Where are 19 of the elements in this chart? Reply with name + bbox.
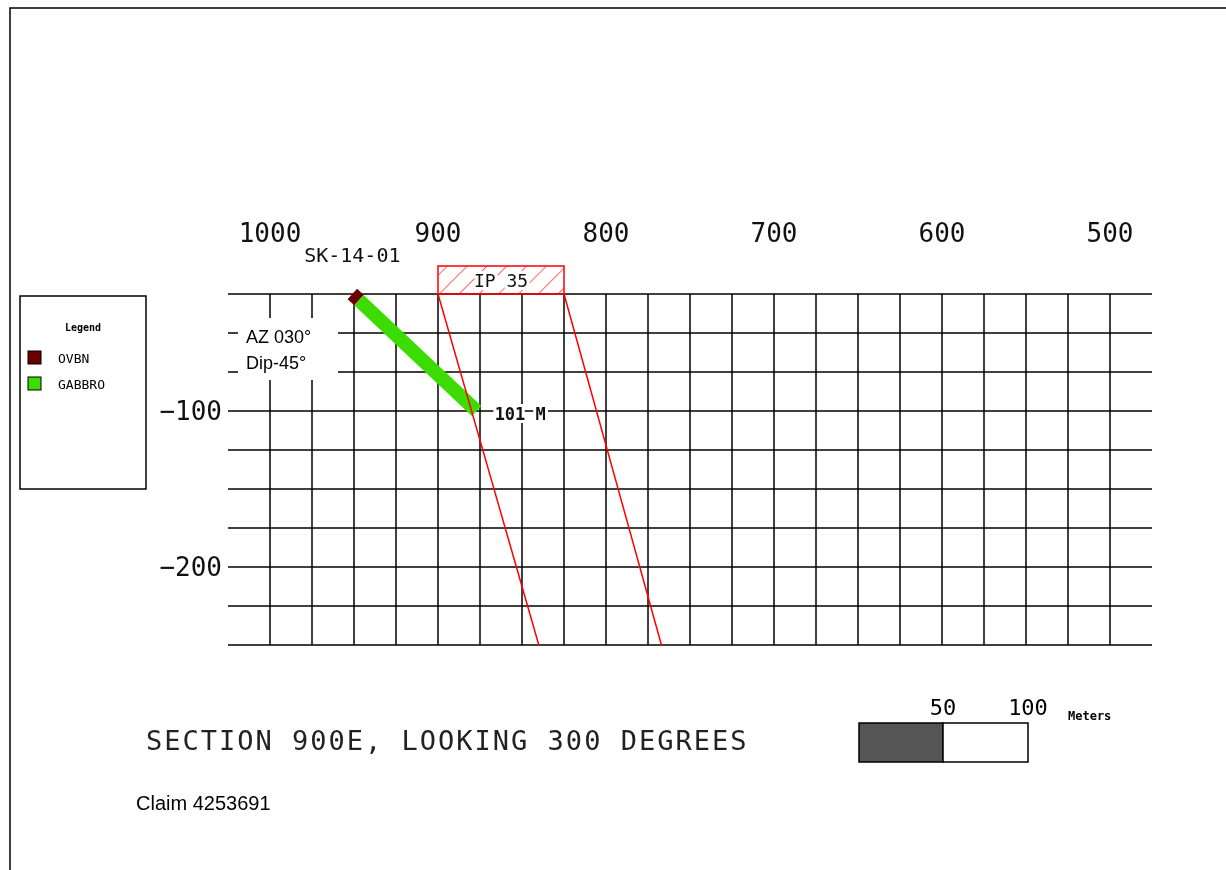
annotation: Dip-45° [246,353,307,373]
text: 50 [929,695,957,720]
text: Meters [1068,709,1112,723]
legend-label: OVBN [58,350,90,366]
x-tick-label: 900 [414,218,462,248]
x-tick-label: 800 [582,218,630,248]
y-tick-label: −100 [159,396,222,426]
text: SECTION 900E, LOOKING 300 DEGREES [146,725,749,756]
x-tick-label: 1000 [238,218,302,248]
x-tick-label: 700 [750,218,798,248]
x-tick-label: 600 [918,218,966,248]
legend-label: GABBRO [58,376,106,392]
text: Claim 4253691 [136,792,271,814]
legend-title: Legend [64,322,102,333]
annotation: AZ 030° [246,327,312,347]
text: SK-14-01 [304,243,401,267]
x-tick-label: 500 [1086,218,1134,248]
y-tick-label: −200 [159,552,222,582]
text: 100 [1008,695,1048,720]
